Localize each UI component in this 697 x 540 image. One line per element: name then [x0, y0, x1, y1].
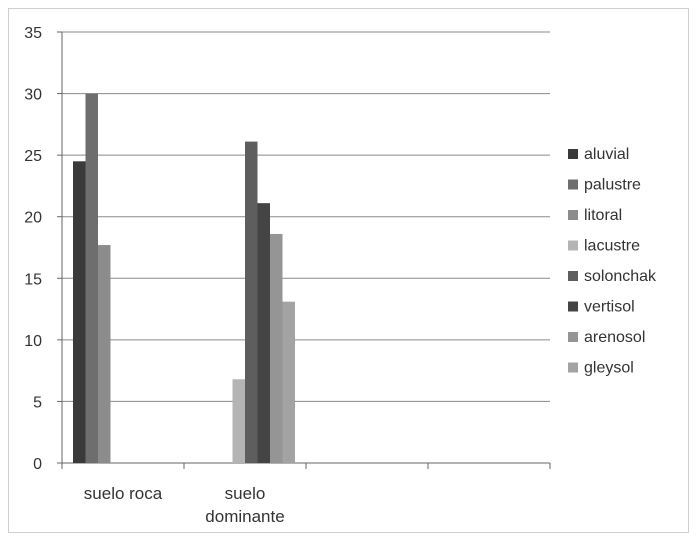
legend-label: arenosol — [584, 329, 645, 346]
gridlines — [62, 32, 550, 401]
y-tick-label: 30 — [24, 87, 42, 104]
legend-label: lacustre — [584, 238, 640, 255]
y-tick-label: 5 — [33, 394, 42, 411]
bar-aluvial — [73, 161, 86, 463]
bar-palustre — [86, 94, 99, 463]
y-tick-label: 10 — [24, 333, 42, 350]
bar-litoral — [98, 245, 111, 463]
bar-arenosol — [270, 234, 283, 463]
legend-label: solonchak — [584, 268, 657, 285]
y-tick-label: 35 — [24, 25, 42, 42]
bar-vertisol — [258, 203, 271, 463]
legend-swatch — [568, 241, 578, 251]
y-tick-label: 15 — [24, 271, 42, 288]
legend-label: litoral — [584, 207, 622, 224]
x-category-labels: suelo roca suelo dominante — [84, 484, 285, 526]
legend-swatch — [568, 180, 578, 190]
legend-label: vertisol — [584, 299, 635, 316]
y-tick-label: 25 — [24, 148, 42, 165]
x-category-label: suelo dominante — [205, 484, 284, 526]
legend-swatch — [568, 332, 578, 342]
legend-swatch — [568, 302, 578, 312]
axes — [57, 32, 550, 469]
legend: aluvial palustre litoral lacustre solonchak v… — [568, 146, 657, 377]
legend-swatch — [568, 210, 578, 220]
legend-label: gleysol — [584, 360, 634, 377]
y-tick-labels: 0 5 10 15 20 25 30 35 — [24, 25, 42, 473]
legend-label: palustre — [584, 177, 641, 194]
y-tick-label: 20 — [24, 210, 42, 227]
legend-swatch — [568, 271, 578, 281]
legend-label: aluvial — [584, 146, 629, 163]
bar-solonchak — [245, 142, 258, 463]
bar-gleysol — [283, 302, 296, 463]
x-category-label: suelo roca — [84, 484, 163, 503]
legend-swatch — [568, 363, 578, 373]
bar-lacustre — [233, 379, 246, 463]
legend-swatch — [568, 149, 578, 159]
y-tick-label: 0 — [33, 456, 42, 473]
